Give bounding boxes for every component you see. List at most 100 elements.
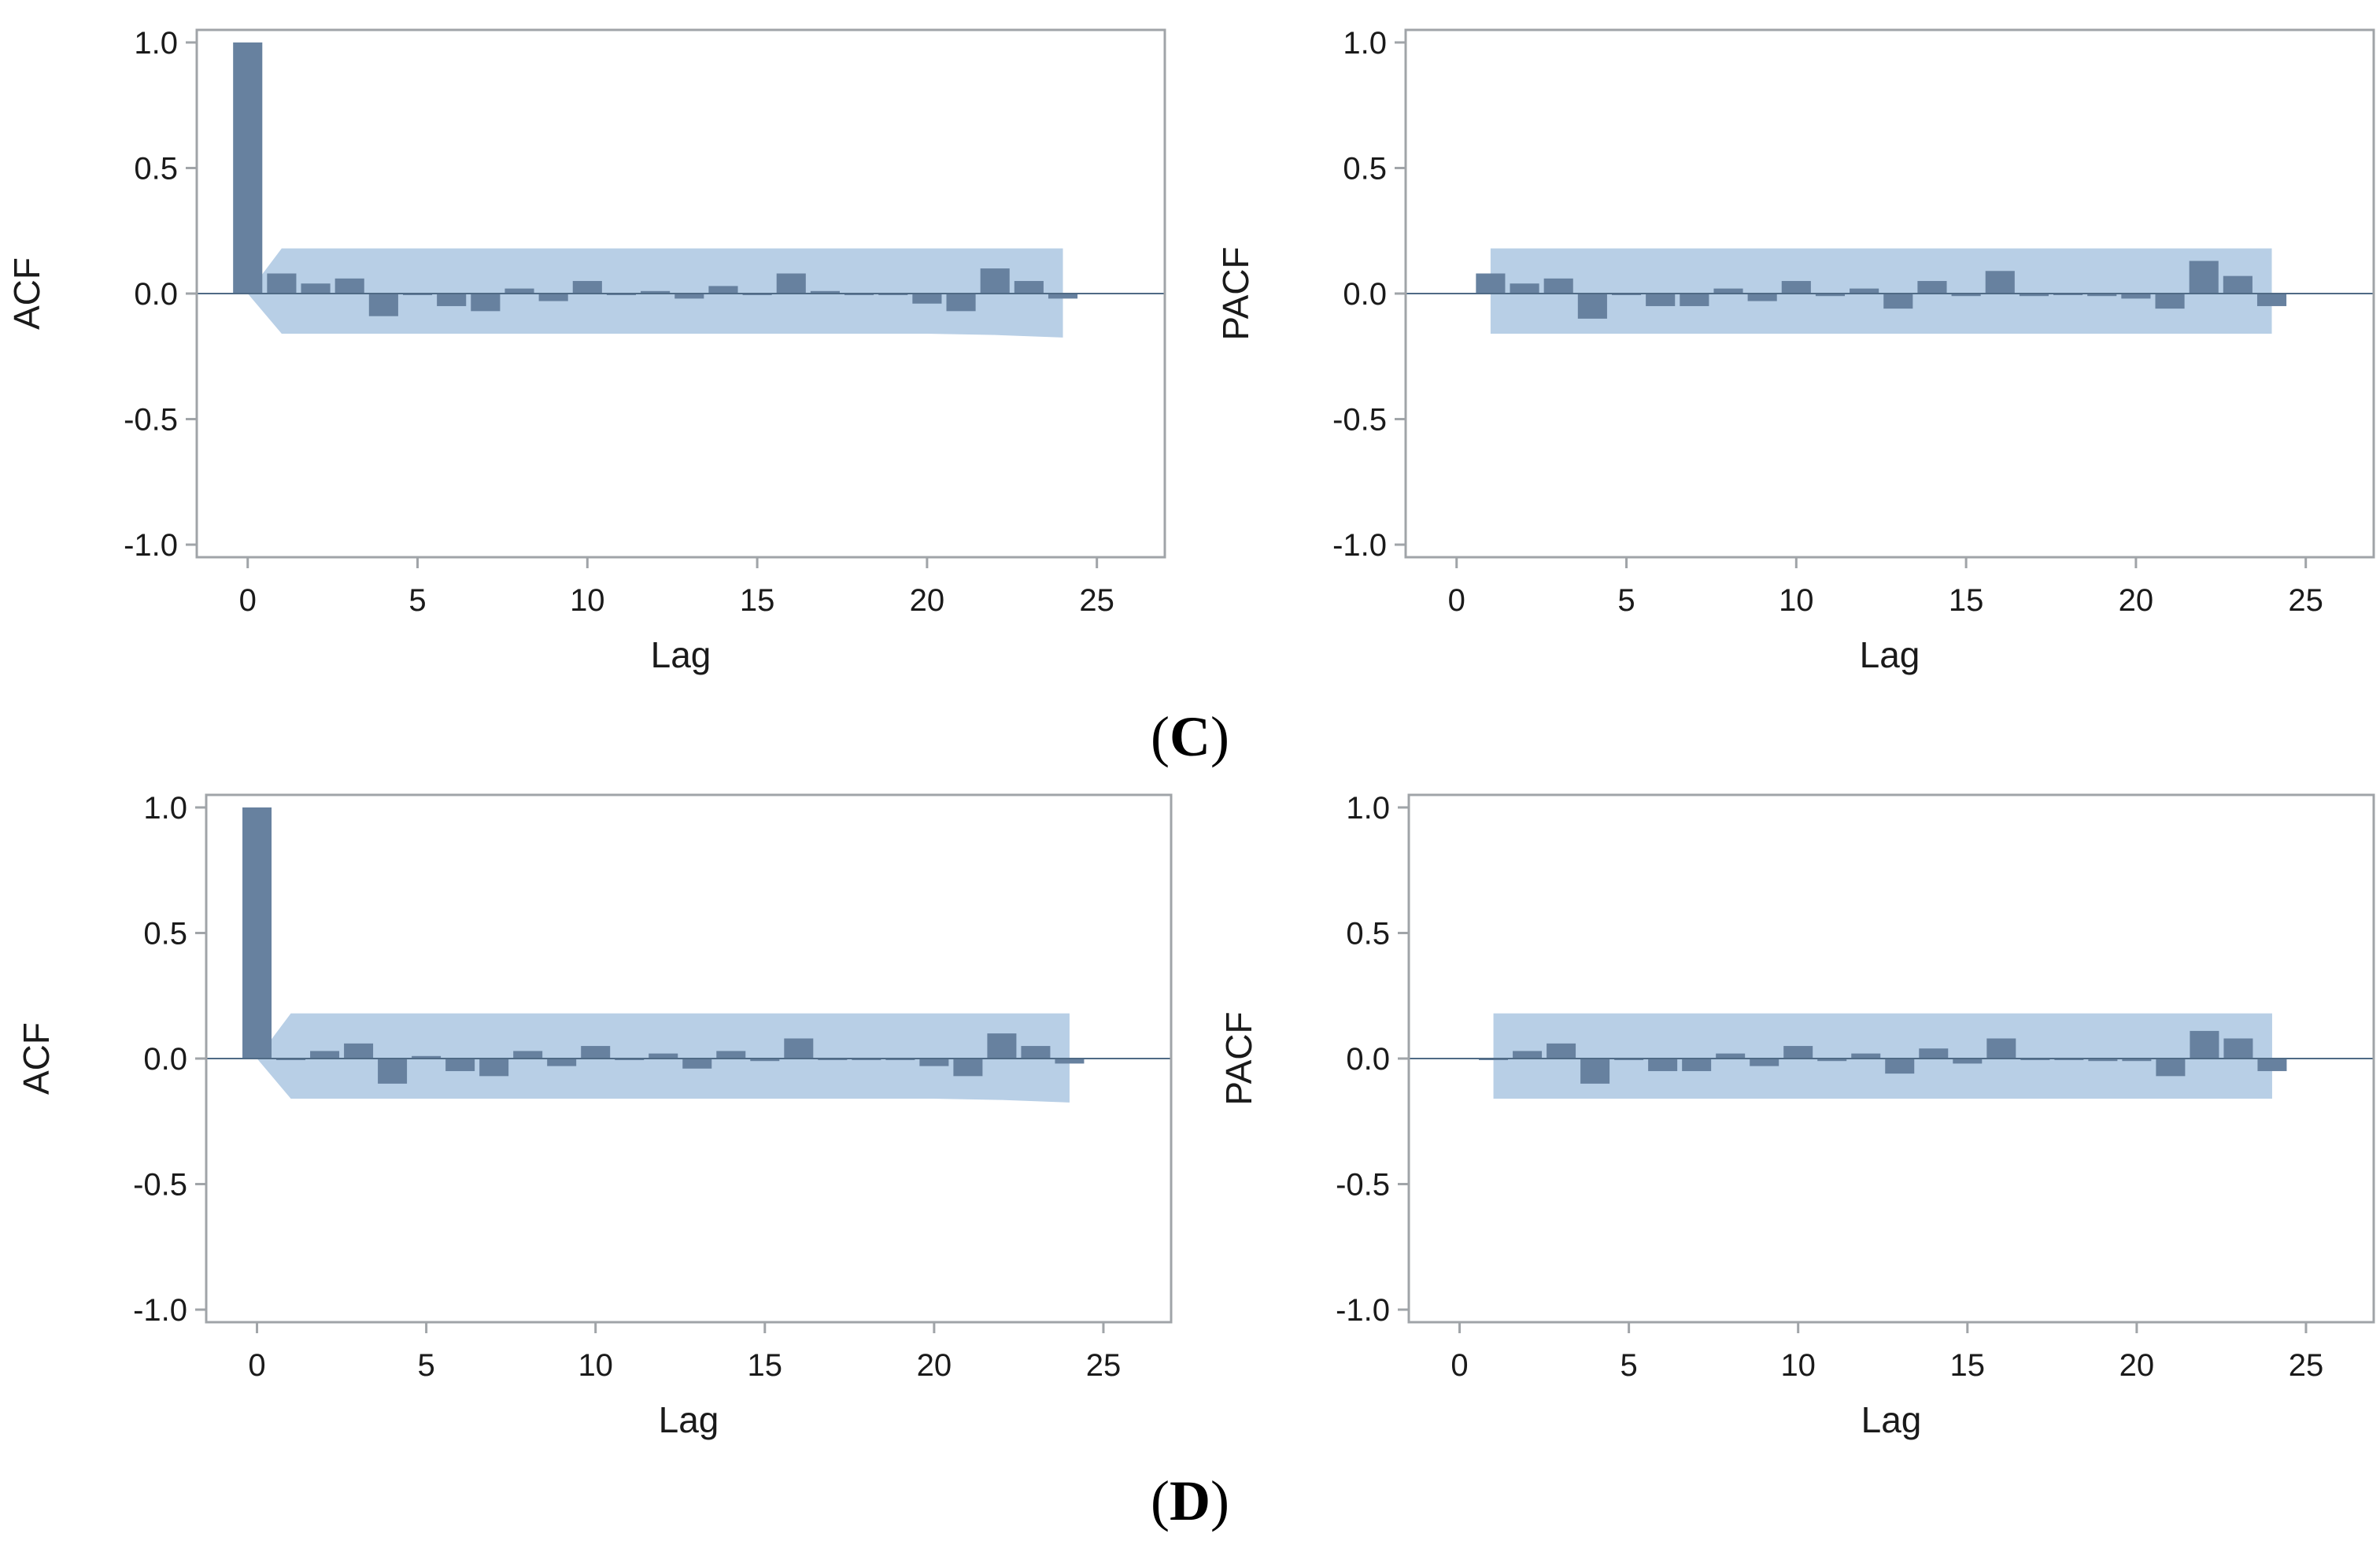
- bar-lag-4: [1580, 1059, 1610, 1084]
- y-axis-label: PACF: [1215, 246, 1256, 340]
- bar-lag-17: [2019, 294, 2049, 297]
- bar-lag-6: [437, 294, 467, 306]
- bar-lag-23: [2223, 275, 2252, 294]
- bar-lag-8: [1713, 288, 1743, 294]
- bar-lag-12: [649, 1053, 678, 1059]
- bar-lag-14: [1919, 1048, 1949, 1059]
- bar-lag-9: [1750, 1059, 1779, 1066]
- bar-lag-20: [2122, 1059, 2152, 1062]
- bar-lag-7: [1680, 294, 1709, 306]
- bar-lag-5: [412, 1055, 442, 1059]
- bar-lag-3: [334, 278, 364, 294]
- bar-lag-8: [504, 288, 534, 294]
- x-tick-label: 15: [1950, 1348, 1986, 1383]
- x-tick-label: 20: [910, 583, 945, 618]
- bar-lag-2: [310, 1051, 340, 1059]
- y-tick-label: 0.5: [1343, 151, 1387, 186]
- x-tick-label: 0: [239, 583, 257, 618]
- bar-lag-16: [1986, 1038, 2016, 1059]
- bar-lag-7: [1682, 1059, 1712, 1071]
- y-tick-label: 0.0: [1343, 277, 1387, 312]
- x-tick-label: 25: [2288, 583, 2323, 618]
- y-tick-label: -0.5: [1332, 403, 1387, 438]
- bar-lag-14: [716, 1051, 746, 1059]
- bar-lag-0: [242, 807, 272, 1059]
- bar-lag-15: [1951, 294, 1981, 297]
- bar-lag-20: [2121, 294, 2151, 299]
- bar-lag-21: [2156, 1059, 2186, 1077]
- bar-lag-8: [1716, 1053, 1746, 1059]
- x-tick-label: 20: [917, 1348, 952, 1383]
- x-tick-label: 10: [1779, 583, 1814, 618]
- bar-lag-19: [2087, 294, 2117, 297]
- bar-lag-23: [1021, 1046, 1051, 1059]
- bar-lag-4: [1577, 294, 1607, 319]
- bar-lag-21: [2155, 294, 2185, 309]
- panel-caption-d-letter: D: [1170, 1469, 1210, 1532]
- bar-lag-20: [919, 1059, 949, 1066]
- bar-lag-9: [538, 294, 568, 301]
- y-tick-label: 1.0: [1343, 26, 1387, 61]
- bar-lag-6: [445, 1059, 475, 1071]
- x-tick-label: 10: [570, 583, 605, 618]
- bar-lag-2: [1513, 1051, 1543, 1059]
- x-tick-label: 0: [1448, 583, 1465, 618]
- x-tick-label: 5: [408, 583, 426, 618]
- bar-lag-11: [1815, 294, 1846, 297]
- y-tick-label: 0.0: [1346, 1042, 1390, 1077]
- bar-lag-24: [1055, 1059, 1085, 1064]
- x-tick-label: 25: [1086, 1348, 1122, 1383]
- bar-lag-12: [1850, 288, 1879, 294]
- y-tick-label: -1.0: [1332, 528, 1387, 563]
- y-axis-label: PACF: [1218, 1011, 1259, 1105]
- y-tick-label: -0.5: [1336, 1168, 1390, 1203]
- y-tick-label: 1.0: [134, 26, 178, 61]
- bar-lag-23: [1014, 281, 1044, 294]
- bar-lag-3: [344, 1043, 374, 1059]
- bar-lag-22: [987, 1033, 1017, 1059]
- chart-d-acf: 1.0 0.5 0.0 -0.5 -1.0 0 5 10 15 20 25 Lag ACF: [16, 791, 1173, 1440]
- bar-lag-16: [784, 1038, 814, 1059]
- bar-lag-13: [1885, 1059, 1915, 1074]
- bar-lag-8: [513, 1051, 543, 1059]
- confidence-band: [1493, 1013, 2272, 1099]
- bar-lag-7: [471, 294, 501, 312]
- y-tick-label: -1.0: [133, 1293, 187, 1328]
- confidence-band: [1490, 248, 2272, 334]
- bar-lag-24: [1048, 294, 1078, 299]
- bar-lag-0: [233, 42, 263, 294]
- bar-lag-24: [2256, 294, 2287, 306]
- bar-lag-2: [301, 283, 331, 294]
- bar-lag-16: [776, 273, 806, 294]
- chart-c-pacf: 1.0 0.5 0.0 -0.5 -1.0 0 5 10 15 20 25 Lag PACF: [1215, 26, 2375, 675]
- bar-lag-9: [547, 1059, 577, 1066]
- bar-lag-17: [810, 290, 840, 294]
- x-axis-label: Lag: [659, 1399, 719, 1440]
- y-tick-label: 0.0: [134, 277, 178, 312]
- bar-lag-12: [1851, 1053, 1881, 1059]
- bar-lag-23: [2223, 1038, 2253, 1059]
- y-axis-label: ACF: [16, 1022, 57, 1095]
- x-tick-label: 25: [2289, 1348, 2324, 1383]
- bar-lag-11: [1817, 1059, 1847, 1062]
- chart-d-pacf: 1.0 0.5 0.0 -0.5 -1.0 0 5 10 15 20 25 Lag PACF: [1218, 791, 2375, 1440]
- x-tick-label: 0: [248, 1348, 265, 1383]
- bar-lag-24: [2257, 1059, 2287, 1071]
- bar-lag-1: [1476, 273, 1506, 294]
- chart-c-acf: 1.0 0.5 0.0 -0.5 -1.0 0 5 10 15 20 25 Lag ACF: [6, 26, 1166, 675]
- bar-lag-10: [1783, 1046, 1813, 1059]
- x-axis-label: Lag: [1860, 634, 1920, 675]
- x-tick-label: 0: [1451, 1348, 1468, 1383]
- y-tick-label: 1.0: [1346, 791, 1390, 826]
- x-tick-label: 25: [1079, 583, 1114, 618]
- bar-lag-6: [1646, 294, 1676, 306]
- bar-lag-10: [572, 281, 602, 294]
- x-axis-label: Lag: [1861, 1399, 1922, 1440]
- panel-caption-d: (D): [1151, 1469, 1229, 1532]
- y-tick-label: -1.0: [124, 528, 178, 563]
- bar-lag-22: [2189, 261, 2219, 294]
- bar-lag-13: [1883, 294, 1913, 309]
- bar-lag-10: [581, 1046, 611, 1059]
- x-tick-label: 15: [748, 1348, 783, 1383]
